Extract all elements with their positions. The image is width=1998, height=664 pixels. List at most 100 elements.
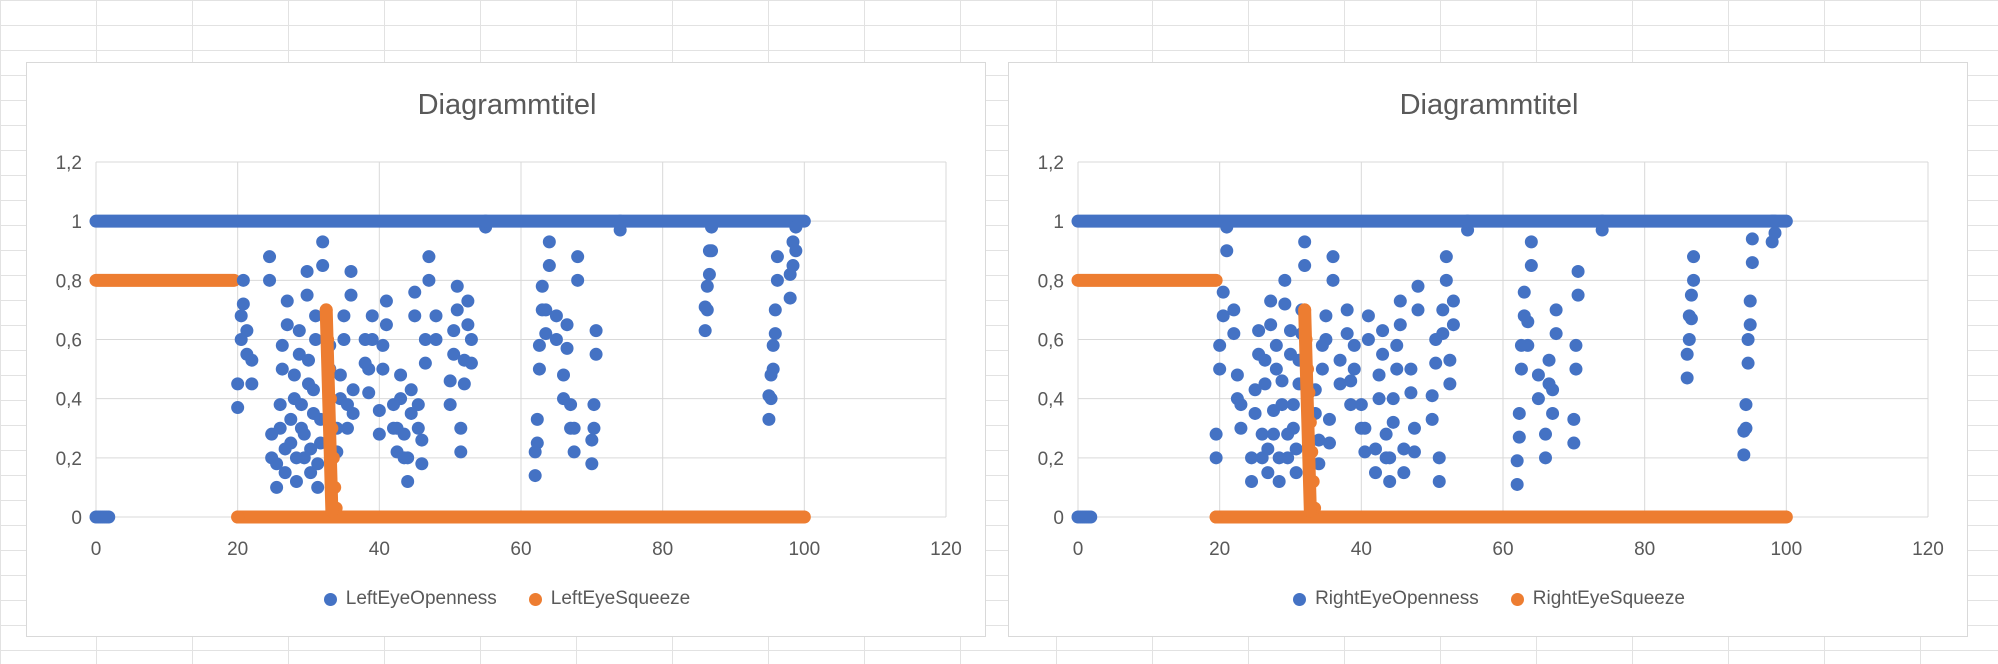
legend-marker-icon xyxy=(528,592,542,606)
data-point-openness xyxy=(387,398,400,412)
data-point-openness xyxy=(300,264,314,278)
chart-panel-right[interactable]: 0 0,2 0,4 0,6 0,8 1 1,2 0 20 40 60 80 100 120 Diagram… xyxy=(1008,62,1968,637)
data-point-openness xyxy=(1439,273,1453,287)
data-point-openness xyxy=(1269,362,1283,376)
x-tick-label: 20 xyxy=(227,539,248,560)
data-point-openness xyxy=(1546,383,1560,397)
data-point-openness xyxy=(376,338,390,352)
data-point-openness xyxy=(560,318,574,332)
data-point-openness xyxy=(1275,374,1289,388)
data-point-openness xyxy=(408,309,422,323)
data-point-openness xyxy=(429,333,443,346)
data-point-openness xyxy=(1326,273,1340,287)
x-tick-label: 100 xyxy=(788,539,820,560)
data-point-openness xyxy=(1571,264,1585,278)
data-point-openness xyxy=(280,294,294,308)
data-point-openness xyxy=(1531,368,1545,382)
legend-item-right-eye-squeeze: RightEyeSqueeze xyxy=(1510,588,1685,610)
data-point-openness xyxy=(1439,250,1453,264)
legend-marker-icon xyxy=(1510,592,1524,606)
data-point-openness xyxy=(1333,353,1347,367)
data-point-openness xyxy=(422,273,436,287)
x-tick-label: 0 xyxy=(91,539,102,560)
x-tick-label: 0 xyxy=(1073,539,1084,560)
data-point-openness xyxy=(304,466,318,480)
data-point-openness xyxy=(297,427,311,441)
data-point-openness xyxy=(1261,442,1275,456)
data-point-openness xyxy=(768,327,782,341)
data-point-openness xyxy=(379,294,393,308)
data-point-openness xyxy=(1209,451,1223,465)
data-point-openness xyxy=(1510,454,1524,468)
data-point-openness xyxy=(1281,427,1295,441)
data-point-openness xyxy=(263,273,277,287)
data-point-openness xyxy=(1682,333,1696,346)
x-tick-label: 120 xyxy=(930,539,962,560)
y-tick-label: 0 xyxy=(1053,508,1064,529)
data-point-openness xyxy=(245,377,259,391)
data-point-openness xyxy=(1737,424,1751,438)
data-point-openness xyxy=(311,480,325,494)
data-point-openness xyxy=(1524,259,1538,273)
data-point-openness xyxy=(372,404,386,417)
data-point-openness xyxy=(1404,386,1418,400)
data-point-openness xyxy=(300,288,314,302)
y-tick-label: 1 xyxy=(71,212,82,233)
data-point-openness xyxy=(346,383,360,397)
data-point-openness xyxy=(1347,338,1361,352)
legend-item-right-eye-openness: RightEyeOpenness xyxy=(1293,588,1479,610)
data-point-openness xyxy=(1680,371,1694,385)
data-point-openness xyxy=(1209,427,1223,441)
x-tick-label: 100 xyxy=(1770,539,1802,560)
data-point-openness xyxy=(1216,285,1230,299)
data-point-openness xyxy=(379,318,393,332)
data-point-openness xyxy=(532,362,546,376)
chart-panel-left[interactable]: 0 0,2 0,4 0,6 0,8 1 1,2 0 20 40 60 80 100 120 Diagram… xyxy=(26,62,986,637)
y-tick-label: 0 xyxy=(71,508,82,529)
data-point-openness xyxy=(1432,475,1446,488)
data-point-openness xyxy=(401,451,415,465)
data-point-openness xyxy=(278,442,292,456)
x-tick-label: 60 xyxy=(1492,539,1513,560)
data-point-openness xyxy=(1234,398,1248,412)
data-point-openness xyxy=(557,368,570,382)
data-point-openness xyxy=(549,333,563,346)
y-tick-label: 0,4 xyxy=(56,390,83,411)
data-point-openness xyxy=(1248,406,1262,420)
data-point-openness xyxy=(571,250,585,264)
data-point-openness xyxy=(1369,466,1382,480)
data-point-openness xyxy=(1284,324,1297,338)
data-point-openness xyxy=(394,368,408,382)
y-tick-label: 0,6 xyxy=(56,331,82,352)
data-point-openness xyxy=(372,427,386,441)
legend-label: LeftEyeSqueeze xyxy=(550,588,691,609)
data-point-openness xyxy=(702,244,716,258)
data-point-openness xyxy=(539,327,553,341)
data-point-openness xyxy=(571,273,585,287)
data-point-openness xyxy=(567,445,581,459)
data-point-openness xyxy=(418,356,432,370)
data-point-openness xyxy=(1227,327,1241,341)
data-point-openness xyxy=(770,250,784,264)
data-point-openness xyxy=(397,427,411,441)
data-point-openness xyxy=(457,353,471,367)
data-point-openness xyxy=(454,421,468,435)
data-point-openness xyxy=(1220,220,1234,234)
data-point-openness xyxy=(479,214,493,228)
data-point-openness xyxy=(530,412,544,426)
data-point-openness xyxy=(1531,392,1545,406)
data-point-openness xyxy=(1248,383,1262,397)
data-point-openness xyxy=(532,338,546,352)
data-point-openness xyxy=(1344,398,1358,412)
data-point-openness xyxy=(1322,436,1336,450)
chart-legend: LeftEyeOpenness LeftEyeSqueeze xyxy=(27,588,987,610)
data-point-openness xyxy=(429,309,443,323)
legend-item-left-eye-openness: LeftEyeOpenness xyxy=(323,588,497,610)
data-point-openness xyxy=(454,445,468,459)
data-point-openness xyxy=(1446,294,1460,308)
data-point-openness xyxy=(1768,226,1782,240)
x-tick-label: 60 xyxy=(510,539,531,560)
data-point-openness xyxy=(1319,309,1333,323)
data-point-openness xyxy=(362,362,376,376)
data-point-openness xyxy=(1737,448,1751,462)
